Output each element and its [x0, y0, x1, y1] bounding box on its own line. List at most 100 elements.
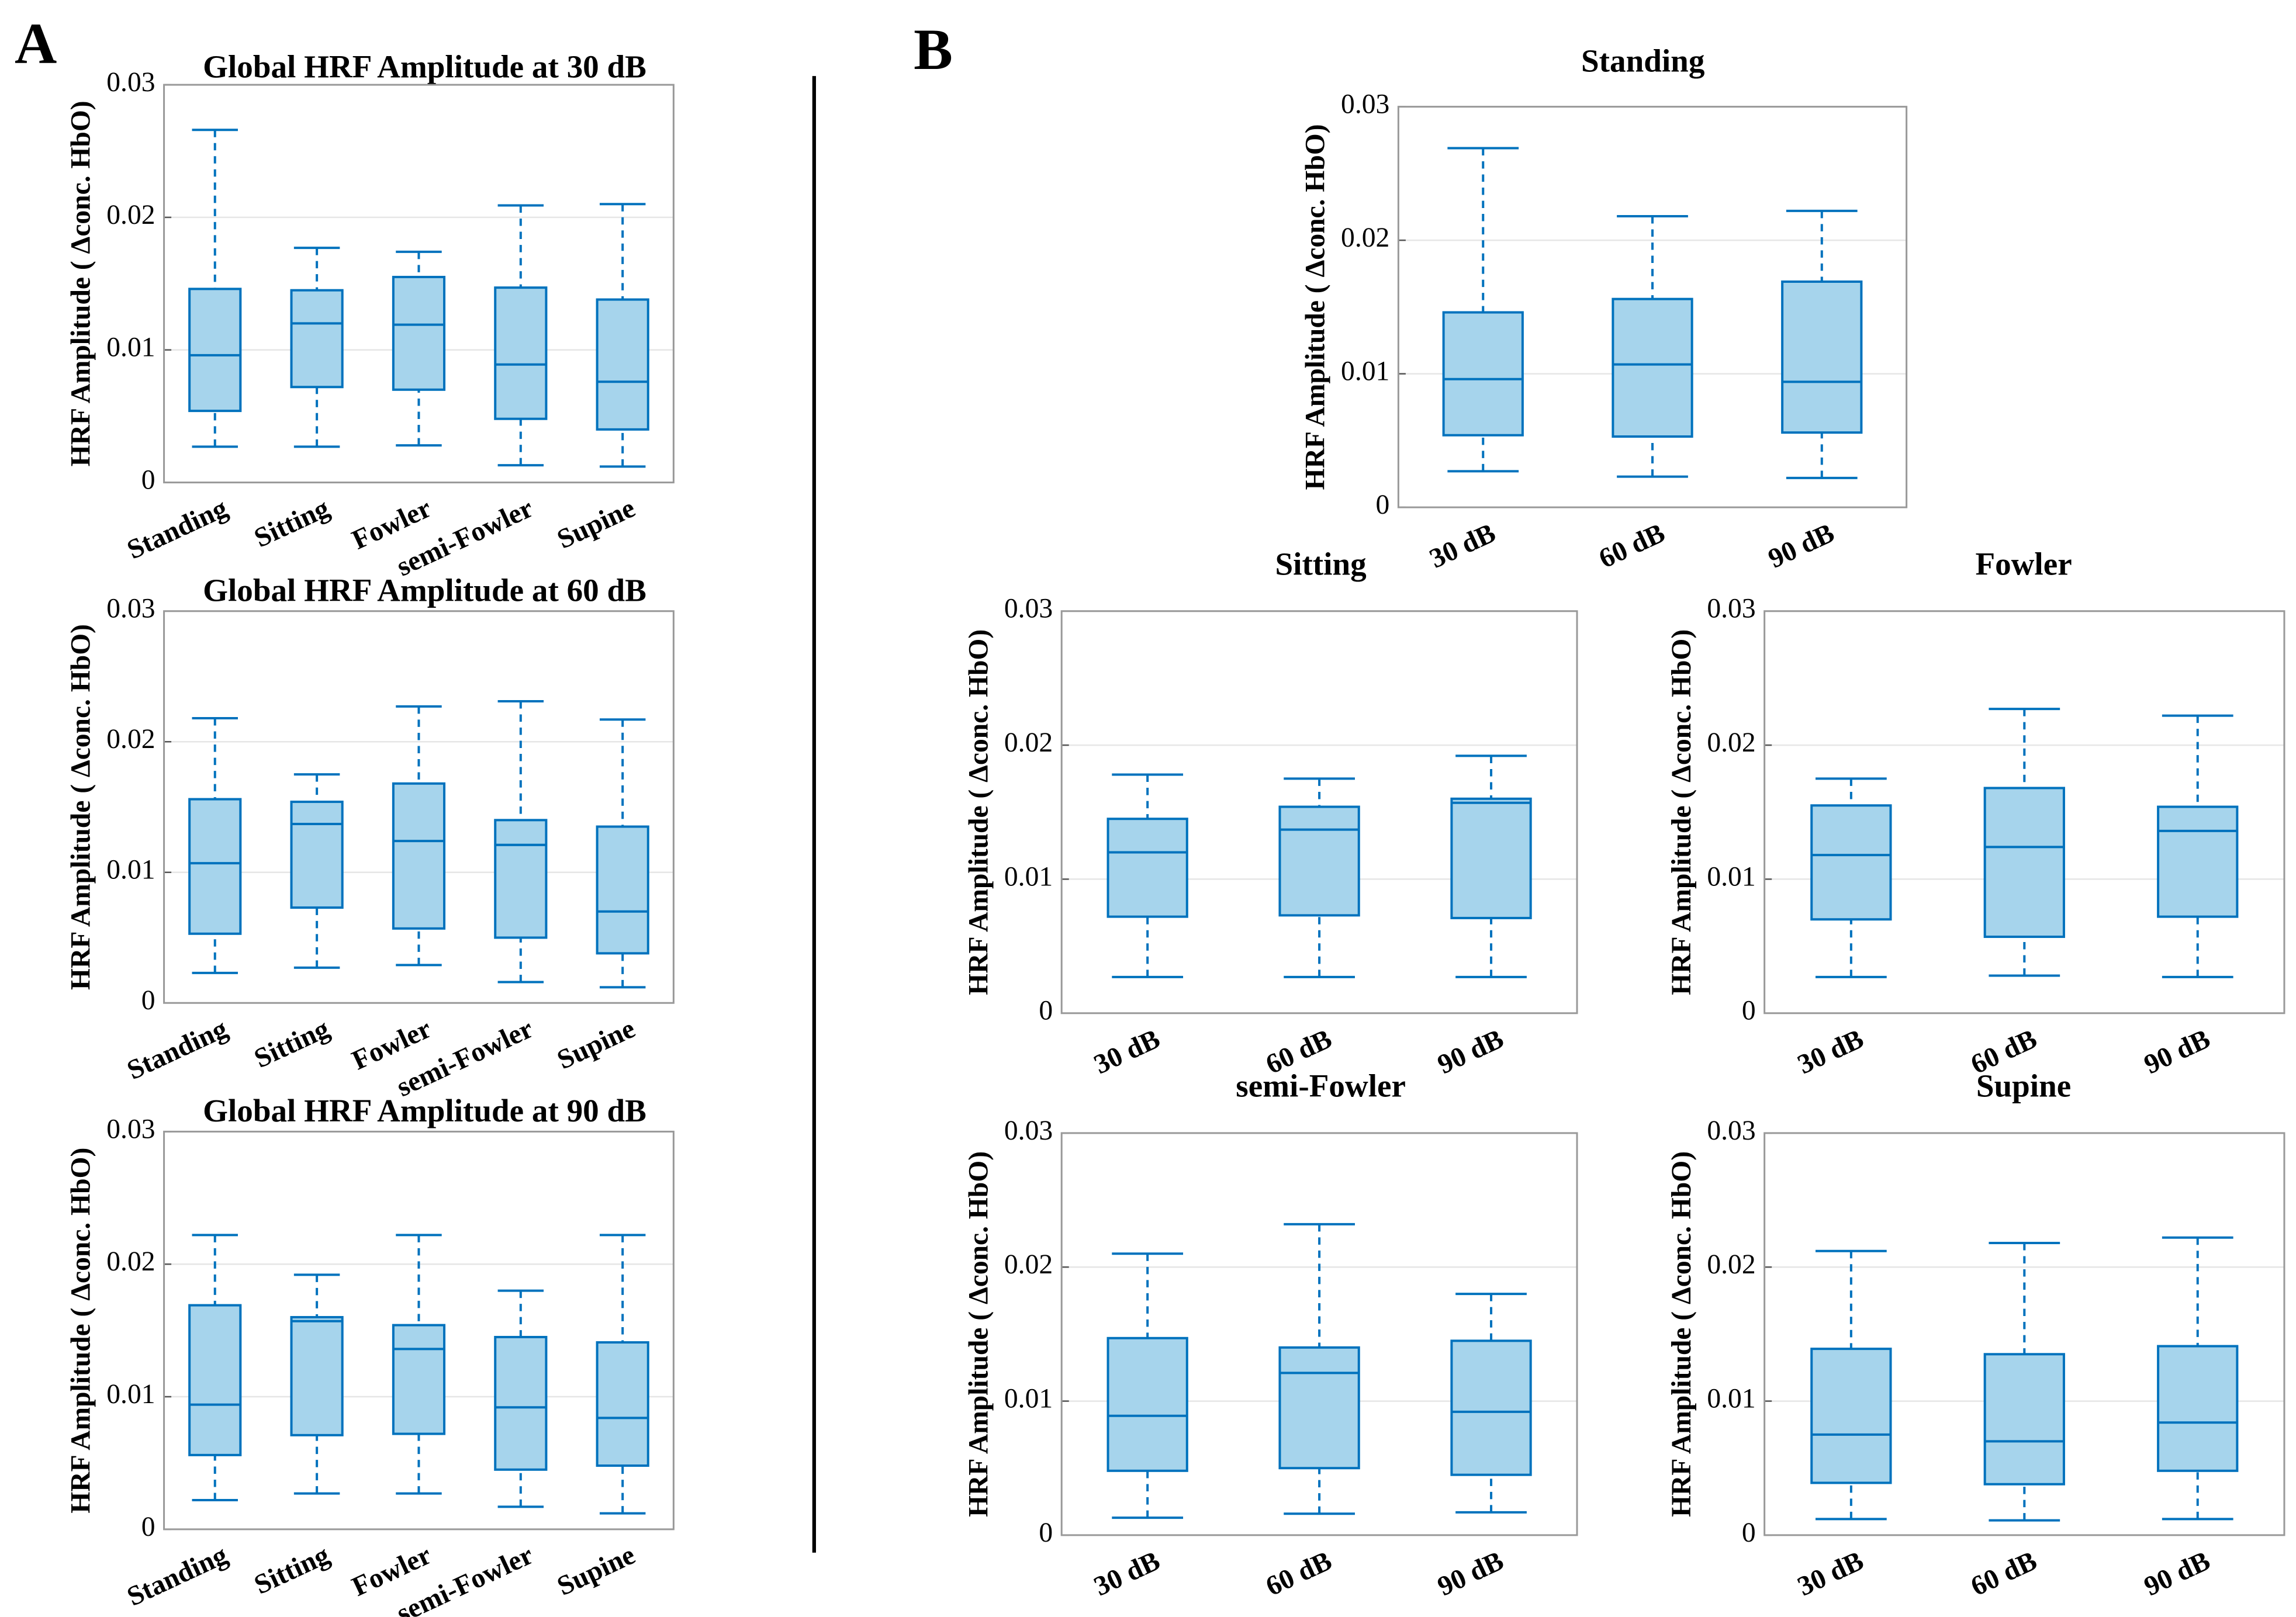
x-tick-label: 90 dB [1764, 518, 1839, 574]
chart-title: Sitting [1275, 546, 1367, 581]
x-tick-label: 30 dB [1090, 1024, 1165, 1081]
box [1278, 1346, 1360, 1470]
plot-frame [1764, 1132, 2285, 1536]
box [1450, 797, 1532, 919]
x-tick-label: 30 dB [1090, 1546, 1165, 1602]
y-tick-label: 0 [1376, 490, 1390, 520]
plot-frame [163, 1130, 675, 1531]
y-tick-label: 0.03 [1341, 89, 1389, 120]
box [1450, 1339, 1532, 1476]
box [1442, 311, 1524, 437]
y-axis-label: HRF Amplitude ( Δconc. HbO) [1666, 629, 1697, 995]
box [188, 1304, 242, 1456]
y-tick-label: 0 [141, 985, 155, 1016]
x-tick-label: Sitting [250, 1013, 334, 1074]
plot-frame [163, 84, 675, 484]
y-tick-label: 0 [1742, 1518, 1756, 1548]
y-tick-label: 0.01 [1341, 356, 1389, 387]
y-tick-label: 0.01 [1004, 861, 1053, 892]
box [1810, 1348, 1892, 1484]
y-tick-label: 0.02 [106, 1246, 155, 1277]
x-tick-label: Standing [123, 1013, 233, 1086]
y-tick-label: 0.01 [106, 333, 155, 363]
chart-title: Supine [1976, 1068, 2071, 1104]
box [392, 782, 446, 930]
y-tick-label: 0.03 [1707, 594, 1755, 624]
x-tick-label: Standing [123, 1540, 233, 1612]
box [392, 276, 446, 391]
box [494, 286, 548, 420]
box [1106, 1336, 1188, 1472]
y-axis-label: HRF Amplitude ( Δconc. HbO) [66, 624, 96, 990]
box [188, 288, 242, 413]
box [1983, 1353, 2065, 1486]
y-tick-label: 0.03 [106, 1114, 155, 1144]
box [1781, 280, 1863, 434]
box [290, 1315, 344, 1436]
plot-frame [1764, 610, 2285, 1014]
y-tick-label: 0.01 [1707, 861, 1755, 892]
y-axis-label: HRF Amplitude ( Δconc. HbO) [66, 1148, 96, 1514]
chart-title: semi-Fowler [1236, 1068, 1406, 1104]
box [1278, 805, 1360, 917]
y-tick-label: 0.03 [1004, 594, 1053, 624]
x-tick-label: 90 dB [2139, 1546, 2215, 1602]
plot-frame [1060, 610, 1578, 1014]
box [290, 289, 344, 389]
x-tick-label: 90 dB [2139, 1024, 2215, 1081]
y-tick-label: 0 [1742, 996, 1756, 1026]
x-tick-label: 60 dB [1261, 1546, 1337, 1602]
box [1983, 787, 2065, 939]
y-tick-label: 0.03 [106, 67, 155, 98]
plot-frame [163, 610, 675, 1004]
box [596, 1341, 649, 1467]
box [2157, 805, 2239, 918]
box [1106, 818, 1188, 918]
chart-title: Fowler [1975, 546, 2072, 581]
x-tick-label: 30 dB [1793, 1546, 1869, 1602]
y-axis-label: HRF Amplitude ( Δconc. HbO) [963, 1151, 994, 1517]
y-tick-label: 0 [141, 1512, 155, 1542]
plot-frame [1060, 1132, 1578, 1536]
box [392, 1324, 446, 1435]
chart-title: Global HRF Amplitude at 60 dB [203, 572, 646, 608]
y-tick-label: 0.02 [106, 724, 155, 754]
y-tick-label: 0.02 [1707, 728, 1755, 758]
box [1612, 297, 1693, 438]
x-tick-label: 30 dB [1425, 518, 1500, 574]
box [290, 801, 344, 909]
x-tick-label: 90 dB [1433, 1546, 1509, 1602]
y-tick-label: 0 [1039, 1518, 1053, 1548]
y-tick-label: 0.01 [106, 855, 155, 885]
y-tick-label: 0.02 [1341, 223, 1389, 253]
chart-title: Global HRF Amplitude at 90 dB [203, 1093, 646, 1128]
y-tick-label: 0.02 [1707, 1249, 1755, 1280]
x-tick-label: Standing [123, 493, 233, 565]
y-tick-label: 0.02 [1004, 1249, 1053, 1280]
box [1810, 804, 1892, 921]
y-tick-label: 0.02 [1004, 728, 1053, 758]
x-tick-label: 60 dB [1966, 1546, 2042, 1602]
plot-frame [1397, 106, 1908, 508]
x-tick-label: Supine [552, 493, 639, 555]
y-axis-label: HRF Amplitude ( Δconc. HbO) [963, 629, 994, 995]
y-tick-label: 0.01 [1004, 1384, 1053, 1414]
x-tick-label: 30 dB [1793, 1024, 1869, 1081]
panel-label: A [15, 11, 57, 76]
panel-label: B [914, 17, 953, 82]
x-tick-label: Sitting [250, 493, 334, 553]
box [494, 1335, 548, 1471]
box [188, 798, 242, 935]
y-tick-label: 0 [141, 465, 155, 496]
y-tick-label: 0 [1039, 996, 1053, 1026]
y-tick-label: 0.03 [106, 594, 155, 624]
x-tick-label: 90 dB [1433, 1024, 1509, 1081]
box [596, 825, 649, 955]
y-tick-label: 0.01 [106, 1379, 155, 1410]
chart-title: Global HRF Amplitude at 30 dB [203, 49, 646, 85]
x-tick-label: Supine [552, 1013, 639, 1075]
x-tick-label: Supine [552, 1540, 639, 1602]
y-axis-label: HRF Amplitude ( Δconc. HbO) [1300, 124, 1330, 490]
